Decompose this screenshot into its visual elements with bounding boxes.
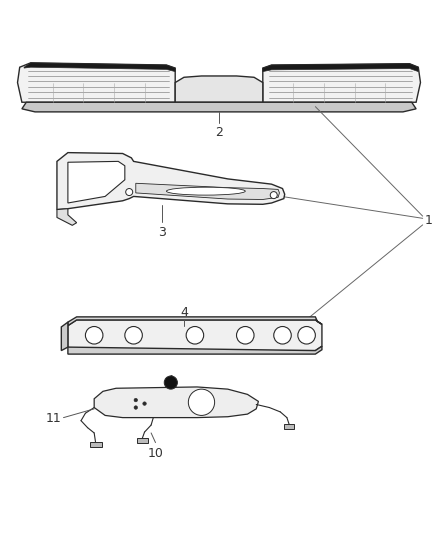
Circle shape: [188, 389, 215, 415]
Circle shape: [126, 189, 133, 196]
Polygon shape: [284, 424, 294, 430]
Polygon shape: [68, 161, 125, 203]
Polygon shape: [94, 387, 258, 418]
Circle shape: [134, 406, 138, 409]
Polygon shape: [175, 76, 263, 102]
Text: 2: 2: [215, 126, 223, 139]
Ellipse shape: [166, 187, 245, 195]
Circle shape: [274, 327, 291, 344]
Circle shape: [125, 327, 142, 344]
Polygon shape: [68, 320, 322, 351]
Polygon shape: [22, 102, 416, 112]
Circle shape: [298, 327, 315, 344]
Text: 4: 4: [180, 306, 188, 319]
Text: 1: 1: [425, 214, 433, 227]
Polygon shape: [57, 209, 77, 225]
Polygon shape: [68, 317, 322, 326]
Polygon shape: [57, 152, 285, 209]
Text: 11: 11: [46, 413, 61, 425]
Circle shape: [143, 402, 146, 405]
Circle shape: [85, 327, 103, 344]
Polygon shape: [18, 63, 175, 102]
Polygon shape: [263, 64, 420, 102]
Polygon shape: [24, 63, 175, 71]
Polygon shape: [136, 183, 279, 199]
Circle shape: [186, 327, 204, 344]
Text: 10: 10: [148, 447, 163, 460]
Circle shape: [134, 398, 138, 402]
Polygon shape: [68, 346, 322, 354]
Polygon shape: [90, 442, 102, 447]
Circle shape: [164, 376, 177, 389]
Text: 3: 3: [158, 226, 166, 239]
Polygon shape: [263, 64, 418, 71]
Polygon shape: [61, 322, 68, 351]
Circle shape: [270, 191, 277, 199]
Circle shape: [237, 327, 254, 344]
Polygon shape: [137, 438, 148, 443]
